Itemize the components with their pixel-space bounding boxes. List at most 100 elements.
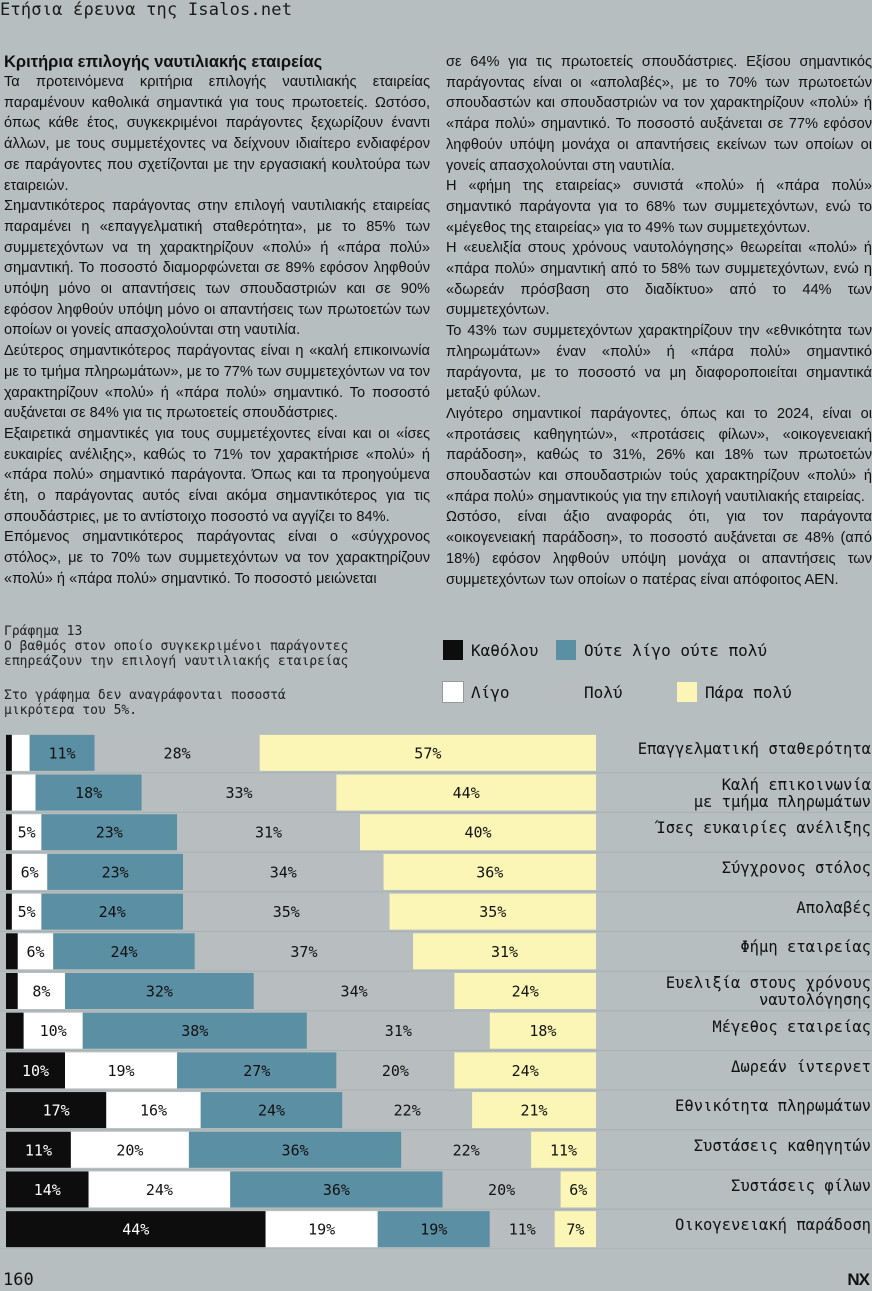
legend-item-ligo: Λίγο <box>442 681 510 703</box>
bar-segment <box>65 1052 178 1089</box>
bar-data-label: 19% <box>420 1221 447 1239</box>
bar-data-label: 14% <box>34 1181 61 1199</box>
bar-segment <box>11 734 30 771</box>
bar-segment <box>106 1092 201 1129</box>
article-paragraph: σε 64% για τις πρωτοετείς σπουδάστριες. … <box>446 54 872 174</box>
bar-data-label: 11% <box>49 744 76 762</box>
category-label: Συστάσεις φίλων <box>731 1176 871 1195</box>
article-paragraph: Εξαιρετικά σημαντικές για τους συμμετέχο… <box>4 425 430 525</box>
category-label: Καλή επικοινωνία με τμήμα πληρωμάτων <box>693 775 871 811</box>
article-paragraph: Δεύτερος σημαντικότερος παράγοντας είναι… <box>4 343 430 422</box>
article-paragraph: Τα προτεινόμενα κριτήρια επιλογής ναυτιλ… <box>4 74 430 194</box>
bar-segment <box>88 1171 231 1208</box>
category-label: Ίσες ευκαιρίες ανέλιξης <box>656 819 871 838</box>
bar-data-label: 36% <box>282 1141 309 1159</box>
bar-segment <box>401 1131 532 1168</box>
legend-label: Καθόλου <box>471 640 539 660</box>
legend-item-para-poly: Πάρα πολύ <box>677 682 792 702</box>
bar-segment <box>531 1131 596 1168</box>
bar-segment <box>94 734 260 771</box>
bar-data-label: 35% <box>273 903 300 921</box>
bar-data-label: 17% <box>43 1102 70 1120</box>
bar-segment <box>11 893 42 930</box>
bar-segment <box>6 893 12 930</box>
bar-segment <box>265 1211 378 1248</box>
bar-segment <box>41 814 178 851</box>
bar-data-label: 8% <box>32 983 50 1001</box>
bar-segment <box>29 734 95 771</box>
bar-data-label: 6% <box>21 863 39 881</box>
bar-segment <box>6 814 12 851</box>
bar-data-label: 35% <box>479 903 506 921</box>
bar-data-label: 32% <box>146 983 173 1001</box>
legend-label: Πάρα πολύ <box>705 682 792 702</box>
page-number: 160 <box>3 1270 34 1290</box>
bar-data-label: 40% <box>464 824 491 842</box>
category-label: Ευελιξία στους χρόνους ναυτολόγησης <box>665 974 871 1010</box>
legend-item-katholou: Καθόλου <box>443 640 538 660</box>
category-label: Οικογενειακή παράδοση <box>675 1216 871 1235</box>
graph-note: Στο γράφημα δεν αναγράφονται ποσοστά μικ… <box>4 688 286 718</box>
bar-segment <box>442 1171 561 1208</box>
bar-segment <box>41 893 184 930</box>
legend-swatch <box>556 640 576 660</box>
bar-data-label: 34% <box>270 863 297 881</box>
legend-label: Πολύ <box>584 682 623 702</box>
bar-data-label: 21% <box>521 1102 548 1120</box>
bar-data-label: 36% <box>323 1181 350 1199</box>
bar-data-label: 33% <box>226 784 253 802</box>
bar-segment <box>554 1211 596 1248</box>
bar-data-label: 23% <box>96 824 123 842</box>
page-header-title: Ετήσια έρευνα της Isalos.net <box>0 0 293 20</box>
bar-data-label: 44% <box>453 784 480 802</box>
bar-segment <box>183 893 390 930</box>
bar-segment <box>6 1131 71 1168</box>
category-label: Φήμη εταιρείας <box>740 938 871 957</box>
bar-data-label: 31% <box>385 1022 412 1040</box>
bar-data-label: 6% <box>569 1181 587 1199</box>
bar-data-label: 57% <box>414 744 441 762</box>
article-right-column: σε 64% για τις πρωτοετείς σπουδάστριες. … <box>446 52 872 590</box>
bar-segment <box>200 1092 343 1129</box>
article-paragraph: Το 43% των συμμετεχόντων χαρακτηρίζουν τ… <box>446 323 872 402</box>
bar-segment <box>259 734 596 771</box>
legend-swatch <box>556 682 576 702</box>
bar-segment <box>336 1052 455 1089</box>
label-area <box>596 733 872 1249</box>
article-left-column: Κριτήρια επιλογής ναυτιλιακής εταιρείας … <box>4 52 430 590</box>
bar-segment <box>6 853 12 890</box>
legend-swatch <box>442 681 464 703</box>
bar-segment <box>6 1092 107 1129</box>
bar-data-label: 5% <box>18 903 36 921</box>
bar-data-label: 24% <box>512 1062 539 1080</box>
bar-data-label: 31% <box>255 824 282 842</box>
bar-data-label: 38% <box>181 1022 208 1040</box>
bar-segment <box>11 814 42 851</box>
bar-segment <box>177 814 360 851</box>
bar-data-label: 23% <box>102 863 129 881</box>
bar-data-label: 24% <box>110 943 137 961</box>
bar-data-label: 37% <box>290 943 317 961</box>
bar-data-label: 20% <box>488 1181 515 1199</box>
graph-caption: Γράφημα 13 Ο βαθμός στον οποίο συγκεκριμ… <box>4 624 349 669</box>
bar-data-label: 22% <box>453 1141 480 1159</box>
article-paragraph: Επόμενος σημαντικότερος παράγοντας είναι… <box>4 529 430 587</box>
bar-segment <box>306 1012 490 1049</box>
bar-segment <box>177 1052 337 1089</box>
bar-segment <box>65 973 254 1009</box>
category-label: Δωρεάν ίντερνετ <box>731 1057 871 1076</box>
bar-data-label: 31% <box>491 943 518 961</box>
bar-data-label: 28% <box>164 744 191 762</box>
bar-segment <box>360 814 596 851</box>
bar-segment <box>35 774 142 811</box>
bar-segment <box>377 1211 490 1248</box>
bar-data-label: 44% <box>122 1221 149 1239</box>
bar-data-label: 6% <box>26 943 44 961</box>
bar-data-label: 34% <box>341 983 368 1001</box>
bar-data-label: 24% <box>146 1181 173 1199</box>
bar-segment <box>6 1171 89 1208</box>
bar-data-label: 18% <box>529 1022 556 1040</box>
bar-data-label: 5% <box>18 824 36 842</box>
bar-segment <box>11 853 48 890</box>
bar-segment <box>141 774 337 811</box>
